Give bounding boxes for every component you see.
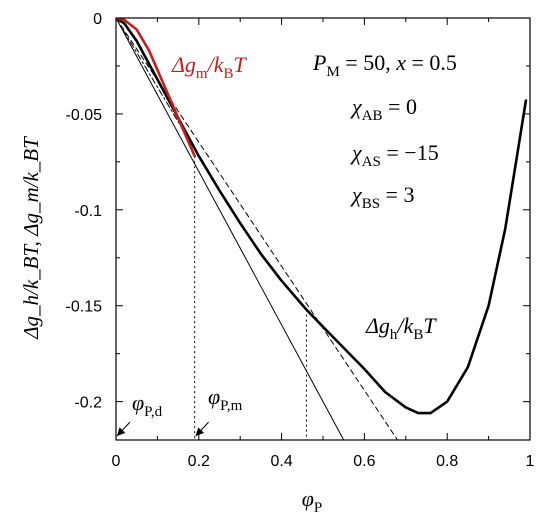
- y-axis-label: Δg_h/k_BT, Δg_m/k_BT: [19, 136, 43, 340]
- y-tick-label: -0.05: [66, 107, 103, 124]
- series--g-m-k-bt: [116, 18, 196, 158]
- y-tick-label: 0: [93, 11, 102, 28]
- param-chi-ab: χAB = 0: [350, 94, 417, 124]
- chart-curves: [116, 18, 528, 440]
- x-axis-label: φP: [302, 486, 323, 516]
- series-tangent-solid: [116, 18, 345, 440]
- x-tick-label: 0.4: [270, 453, 292, 470]
- y-tick-label: -0.1: [74, 203, 102, 220]
- plot-frame: [115, 17, 531, 441]
- phi-arrows: [116, 421, 210, 437]
- tick-labels: 0 0.2 0.4 0.6 0.8 1 0 -0.05 -0.1 -0.15 -0.2: [66, 11, 535, 470]
- x-tick-label: 1: [526, 453, 535, 470]
- param-pm-x: PM = 50, x = 0.5: [312, 50, 457, 80]
- x-tick-label: 0.2: [188, 453, 210, 470]
- y-tick-label: -0.2: [74, 395, 102, 412]
- phi-pm-arrow-head: [195, 427, 205, 436]
- dg-h-label: Δgh/kBT: [365, 313, 437, 343]
- series-tangent-dotdash: [116, 18, 200, 157]
- param-chi-as: χAS = −15: [350, 140, 439, 170]
- y-tick-label: -0.15: [66, 299, 103, 316]
- param-chi-bs: χBS = 3: [350, 182, 414, 212]
- phi-pd-label: φP,d: [132, 390, 163, 420]
- axis-ticks: [115, 17, 531, 440]
- phi-pm-label: φP,m: [208, 384, 243, 414]
- series--g-h-k-bt: [116, 18, 528, 415]
- x-tick-label: 0: [112, 453, 121, 470]
- phi-pd-arrow-head: [117, 427, 126, 436]
- x-tick-label: 0.6: [353, 453, 375, 470]
- dg-m-label: Δgm/kBT: [171, 52, 248, 82]
- x-tick-label: 0.8: [436, 453, 458, 470]
